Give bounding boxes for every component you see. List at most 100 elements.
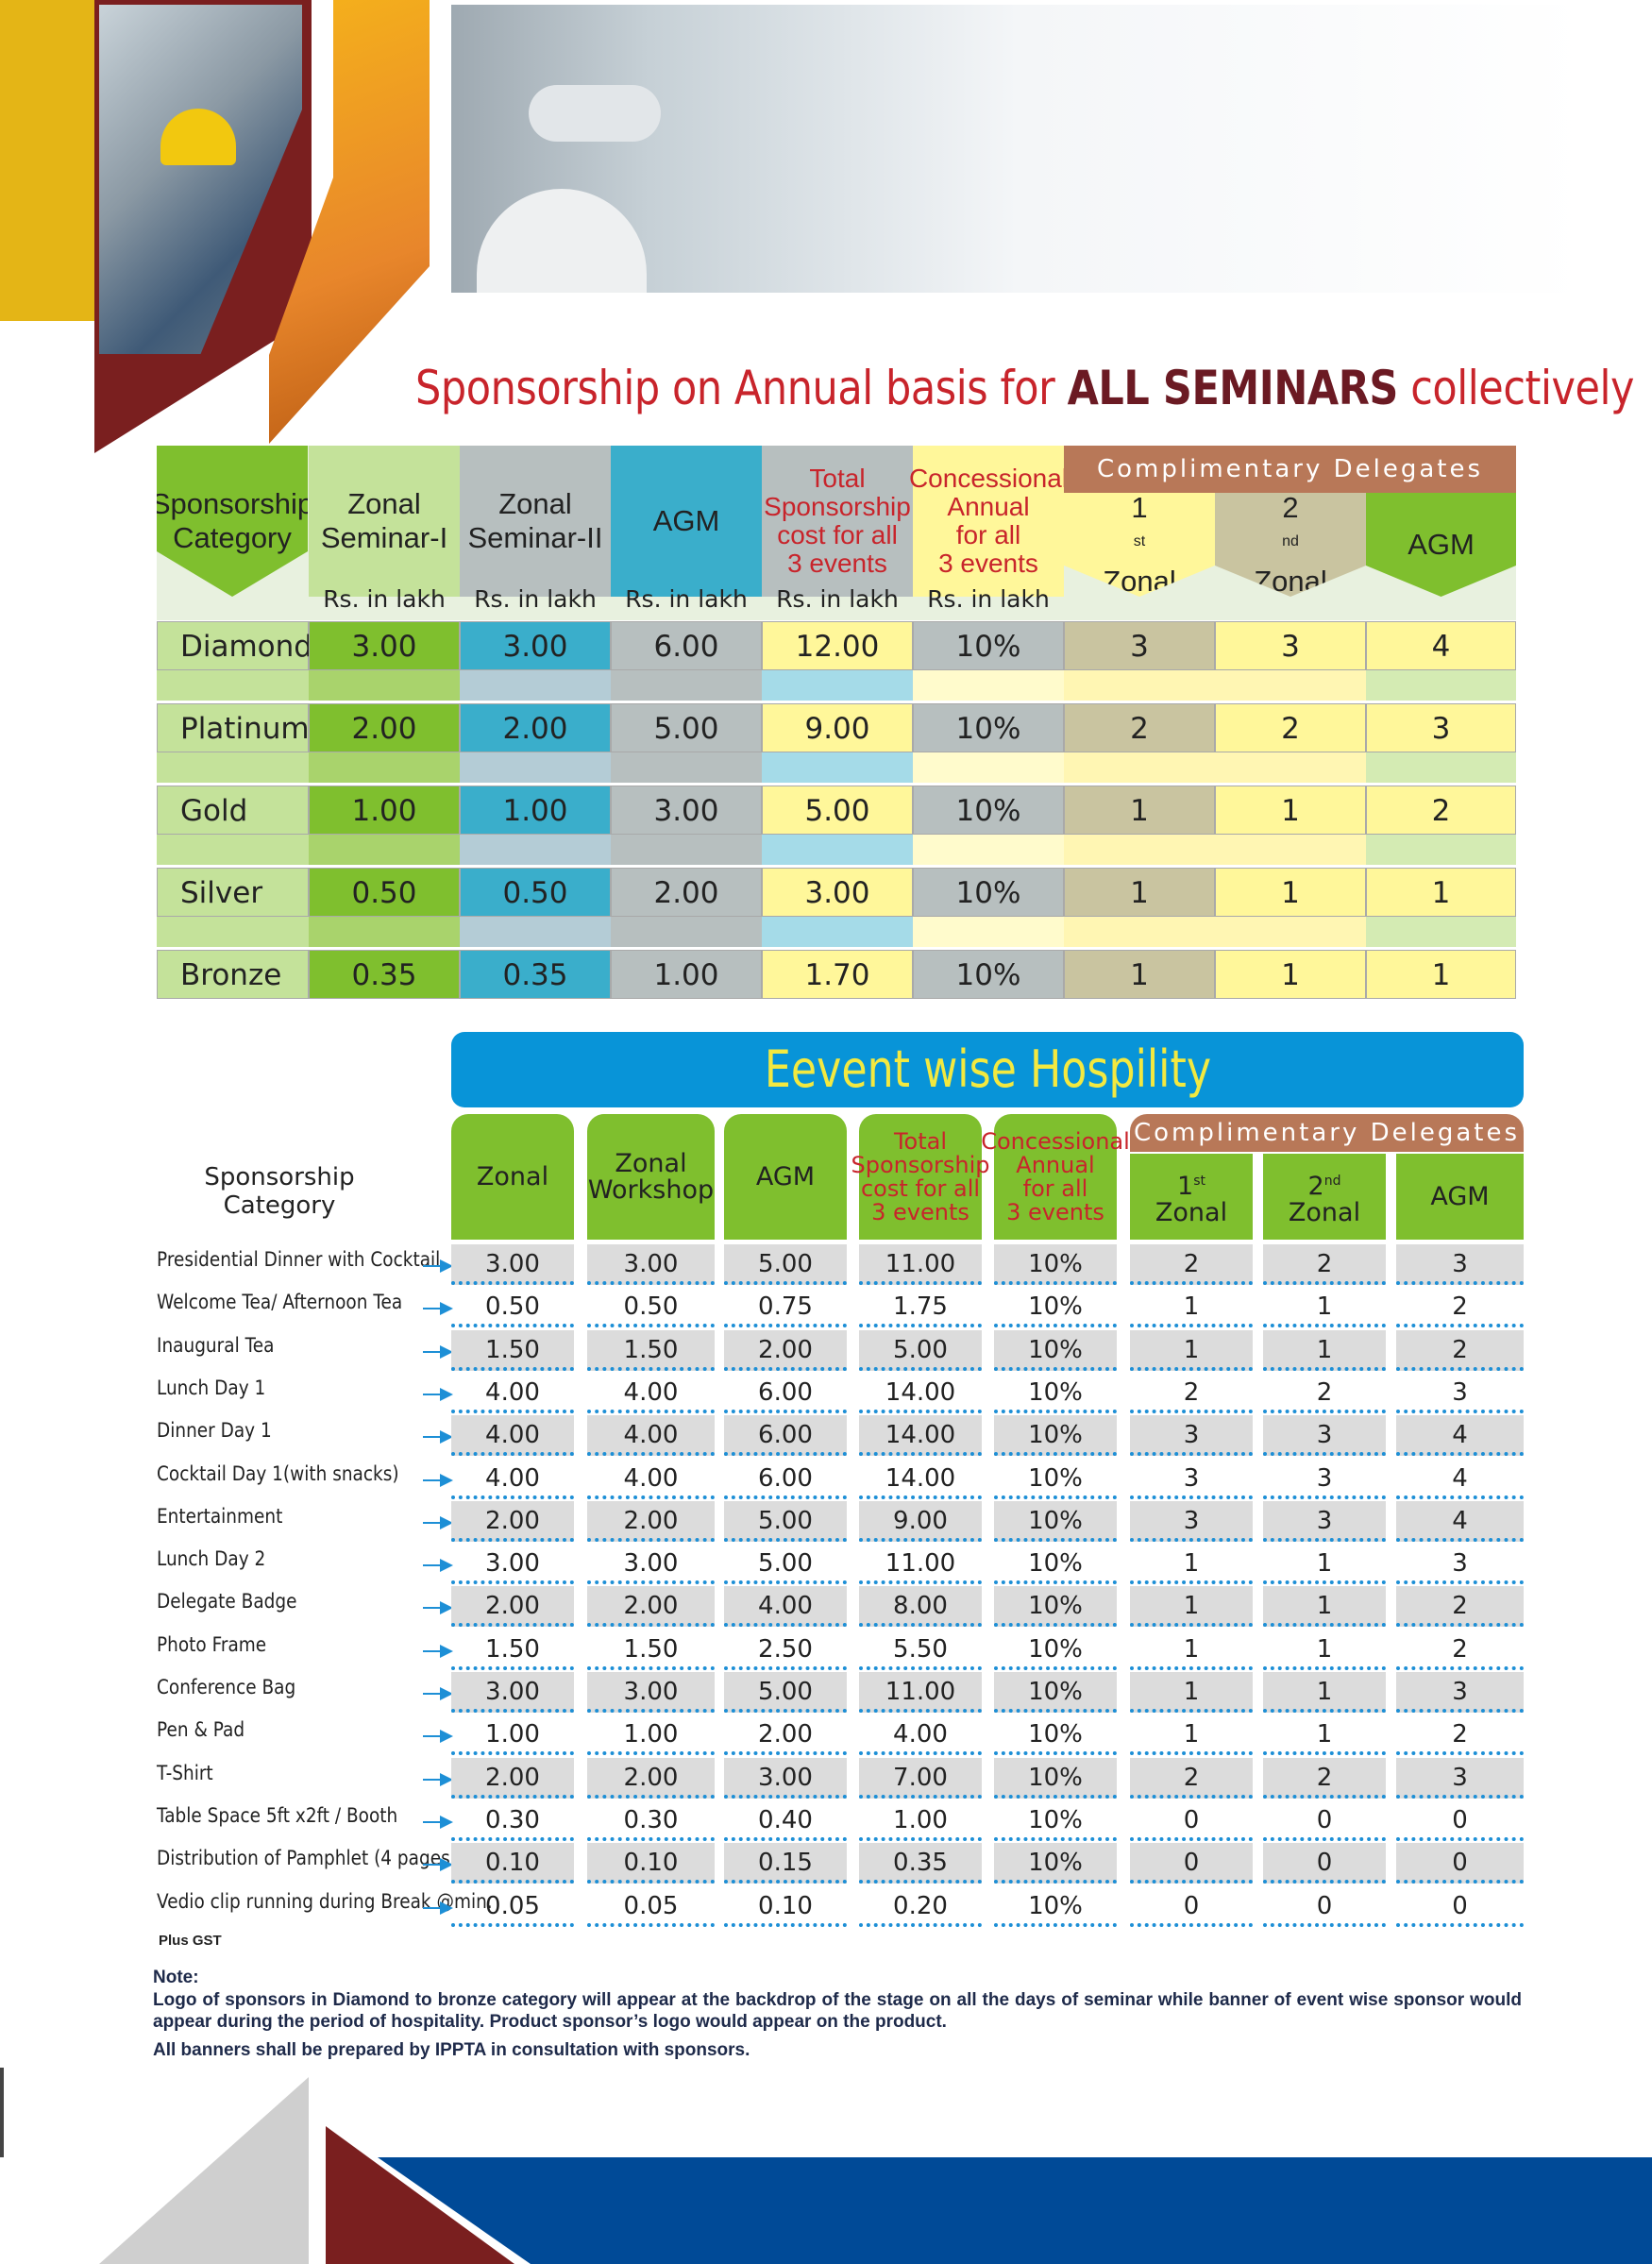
hospitality-value-cell: 10% (994, 1800, 1117, 1841)
annual-value-cell: 1.00 (611, 950, 762, 999)
annual-category-cell: Silver (157, 868, 309, 917)
hospitality-value-cell: 1.50 (587, 1329, 715, 1371)
row-spacer (762, 670, 913, 701)
annual-value-cell: 9.00 (762, 703, 913, 752)
hospitality-value-cell: 0.35 (859, 1843, 982, 1884)
hospitality-value-cell: 3.00 (587, 1244, 715, 1285)
annual-value-cell: 1 (1064, 786, 1215, 835)
hospitality-value-cell: 3 (1396, 1544, 1524, 1585)
hospitality-value-cell: 0.75 (724, 1287, 847, 1328)
arrow-right-icon (423, 1644, 453, 1658)
hospitality-item-label: Entertainment (157, 1504, 283, 1528)
hospitality-value-cell: 1.00 (859, 1800, 982, 1841)
row-spacer (611, 917, 762, 947)
hospitality-value-cell: 3 (1130, 1415, 1253, 1457)
hospitality-value-cell: 5.00 (724, 1500, 847, 1542)
row-spacer (309, 670, 460, 701)
annual-value-cell: 0.50 (460, 868, 611, 917)
annual-value-cell: 3.00 (309, 621, 460, 670)
hospitality-value-cell: 0 (1263, 1843, 1386, 1884)
annual-value-cell: 3 (1366, 703, 1516, 752)
paper-roll-icon (529, 85, 661, 142)
hospitality-value-cell: 2.50 (724, 1630, 847, 1670)
unit-label: Rs. in lakh (927, 585, 1050, 613)
row-spacer (1366, 835, 1516, 865)
header-total-cost: Total Sponsorship cost for all 3 events (762, 446, 913, 597)
hospitality-value-cell: 14.00 (859, 1373, 982, 1413)
annual-table: Sponsorship Category Zonal Seminar-I Zonal… (0, 0, 1652, 1010)
hospitality-item-label: Presidential Dinner with Cocktail (157, 1248, 441, 1271)
header-complimentary-delegates: Complimentary Delegates (1064, 446, 1516, 493)
hospitality-value-cell: 10% (994, 1630, 1117, 1670)
hospitality-value-cell: 1.50 (451, 1630, 574, 1670)
hospitality-value-cell: 4.00 (587, 1459, 715, 1499)
hospitality-value-cell: 3 (1396, 1373, 1524, 1413)
arrow-right-icon (423, 1730, 453, 1744)
hospitality-value-cell: 1 (1130, 1672, 1253, 1713)
hospitality-item-label: Inaugural Tea (157, 1333, 275, 1357)
hospitality-value-cell: 10% (994, 1500, 1117, 1542)
hospitality-value-cell: 2 (1396, 1586, 1524, 1628)
row-spacer (611, 835, 762, 865)
hospitality-value-cell: 0.10 (451, 1843, 574, 1884)
annual-value-cell: 2.00 (460, 703, 611, 752)
hospitality-value-cell: 2 (1263, 1244, 1386, 1285)
hospitality-value-cell: 0.40 (724, 1800, 847, 1841)
header-zonal: Zonal (451, 1114, 574, 1240)
header-yellow-band (0, 0, 94, 321)
header-complimentary-delegates: Complimentary Delegates (1130, 1114, 1524, 1152)
annual-category-cell: Gold (157, 786, 309, 835)
hospitality-value-cell: 0 (1130, 1800, 1253, 1841)
hospitality-item-label: Lunch Day 1 (157, 1376, 266, 1399)
hospitality-value-cell: 10% (994, 1415, 1117, 1457)
hospitality-value-cell: 1 (1130, 1287, 1253, 1328)
hospitality-value-cell: 1 (1130, 1544, 1253, 1585)
hospitality-value-cell: 3.00 (451, 1672, 574, 1713)
helmet-icon (160, 109, 236, 165)
hospitality-value-cell: 2 (1396, 1329, 1524, 1371)
row-spacer (1064, 835, 1215, 865)
row-spacer (1215, 835, 1366, 865)
row-spacer (913, 917, 1064, 947)
hospitality-value-cell: 10% (994, 1373, 1117, 1413)
hospitality-value-cell: 2.00 (724, 1329, 847, 1371)
hospitality-value-cell: 3.00 (451, 1244, 574, 1285)
arrow-right-icon (423, 1387, 453, 1401)
row-spacer (460, 917, 611, 947)
hospitality-value-cell: 5.00 (724, 1544, 847, 1585)
hospitality-value-cell: 10% (994, 1329, 1117, 1371)
row-spacer (460, 670, 611, 701)
arrow-right-icon (423, 1430, 453, 1445)
hospitality-value-cell: 6.00 (724, 1459, 847, 1499)
hospitality-value-cell: 1.50 (451, 1329, 574, 1371)
hospitality-value-cell: 0.50 (587, 1287, 715, 1328)
hospitality-item-label: Lunch Day 2 (157, 1547, 266, 1571)
arrow-right-icon (423, 1858, 453, 1872)
hospitality-value-cell: 4.00 (451, 1415, 574, 1457)
annual-value-cell: 3.00 (460, 621, 611, 670)
hospitality-value-cell: 0.05 (587, 1886, 715, 1927)
hospitality-value-cell: 0.10 (724, 1886, 847, 1927)
row-spacer (1366, 670, 1516, 701)
row-spacer (157, 917, 309, 947)
header-concessional: Concessional Annual for all 3 events (981, 1114, 1130, 1240)
arrow-right-icon (423, 1473, 453, 1487)
hospitality-item-label: T-Shirt (157, 1761, 213, 1784)
row-spacer (309, 835, 460, 865)
arrow-right-icon (423, 1515, 453, 1529)
hospitality-value-cell: 3 (1263, 1500, 1386, 1542)
hospitality-value-cell: 3.00 (451, 1544, 574, 1585)
hospitality-item-label: Dinner Day 1 (157, 1419, 272, 1443)
annual-value-cell: 10% (913, 868, 1064, 917)
row-spacer (611, 670, 762, 701)
hospitality-value-cell: 3.00 (724, 1757, 847, 1799)
unit-label: Rs. in lakh (776, 585, 899, 613)
hospitality-value-cell: 11.00 (859, 1244, 982, 1285)
arrow-right-icon (423, 1815, 453, 1829)
row-spacer (762, 752, 913, 783)
hospitality-value-cell: 4 (1396, 1500, 1524, 1542)
note-line-2: All banners shall be prepared by IPPTA i… (153, 2040, 750, 2060)
hospitality-value-cell: 4 (1396, 1415, 1524, 1457)
hospitality-value-cell: 10% (994, 1459, 1117, 1499)
hospitality-value-cell: 6.00 (724, 1373, 847, 1413)
